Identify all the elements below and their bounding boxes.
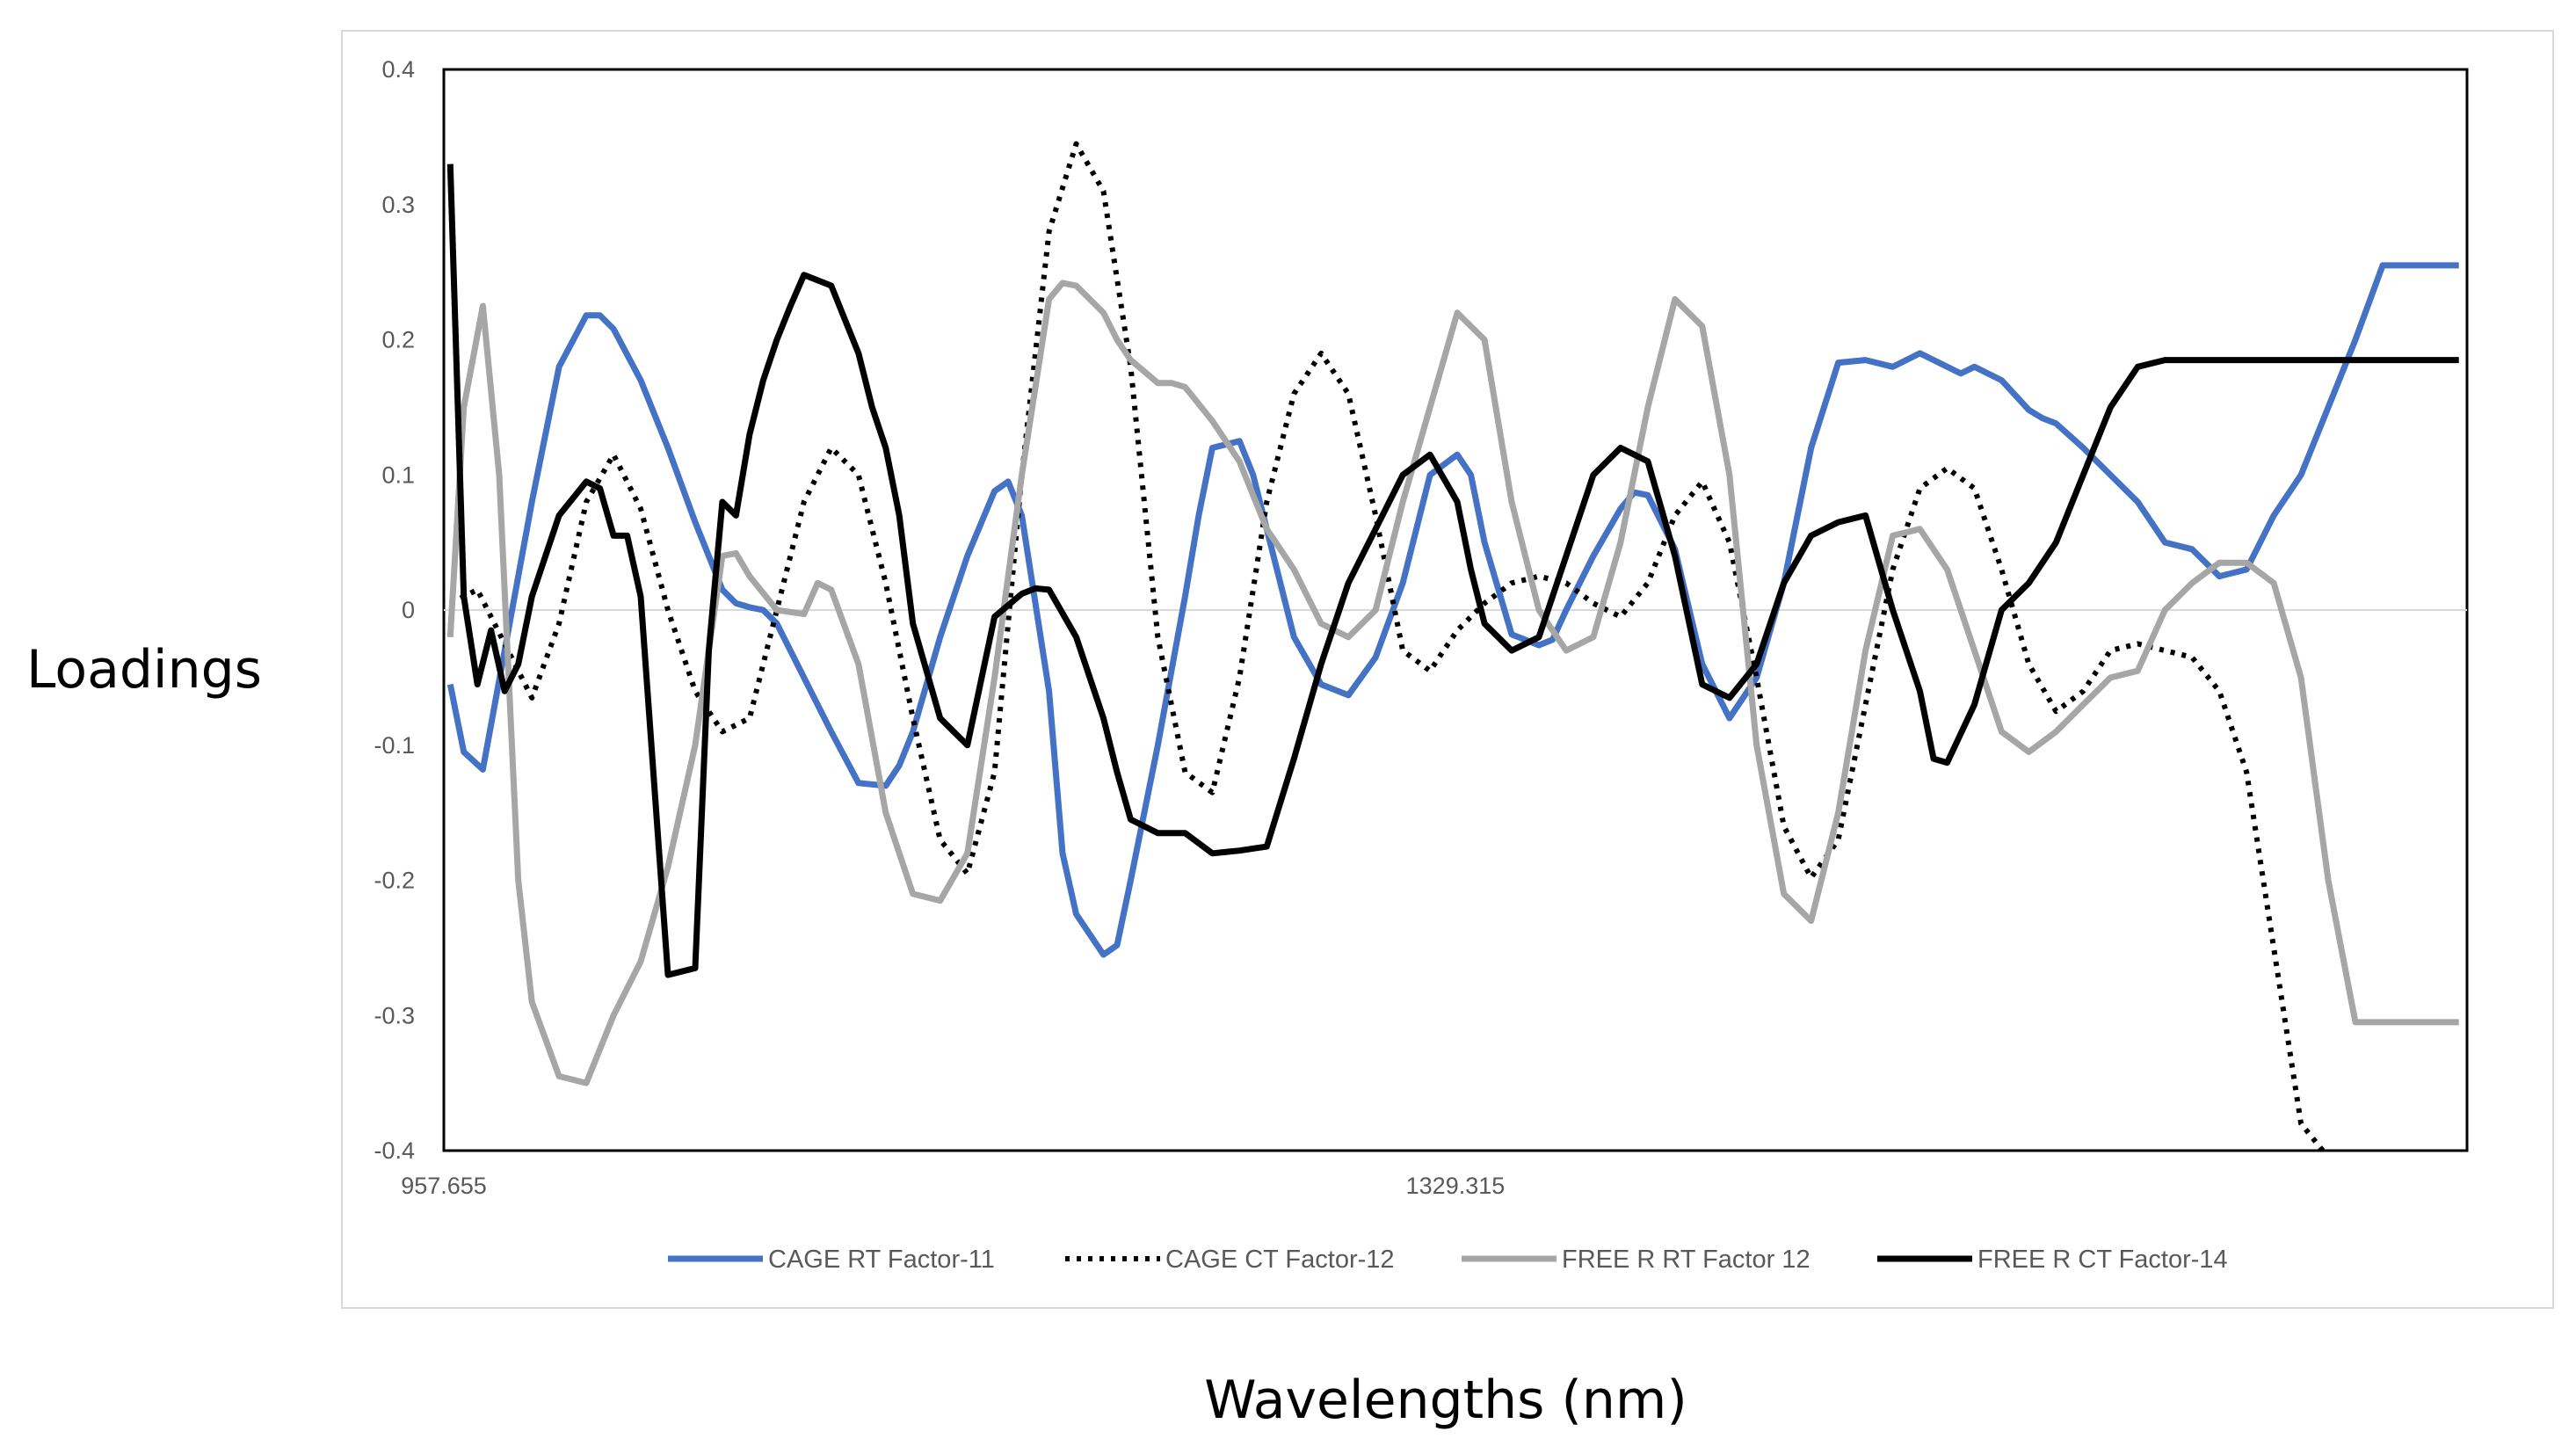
- y-tick-label: -0.4: [374, 1137, 415, 1164]
- chart-area: [341, 30, 2554, 1309]
- series-line: [446, 280, 2459, 1086]
- x-axis-title: Wavelengths (nm): [1204, 1369, 1687, 1431]
- y-axis-ticks: 0.4 0.3 0.2 0.1 0 -0.1 -0.2 -0.3 -0.4: [374, 56, 415, 1164]
- legend-label: CAGE RT Factor-11: [768, 1246, 995, 1274]
- y-tick-label: 0: [402, 597, 415, 623]
- y-axis-title: Loadings: [26, 639, 262, 701]
- legend-label: FREE R RT Factor 12: [1562, 1246, 1810, 1274]
- series-line: [448, 141, 2328, 1152]
- y-tick-label: 0.1: [381, 461, 415, 488]
- legend-label: CAGE CT Factor-12: [1165, 1246, 1395, 1274]
- y-tick-label: -0.3: [374, 1002, 415, 1028]
- series-line: [446, 163, 2459, 978]
- y-tick-label: 0.4: [381, 56, 415, 83]
- series-line: [446, 262, 2459, 958]
- series-layer: [446, 141, 2459, 1152]
- y-tick-label: 0.2: [381, 327, 415, 353]
- y-tick-label: 0.3: [381, 192, 415, 218]
- y-tick-label: -0.2: [374, 868, 415, 894]
- legend-label: FREE R CT Factor-14: [1977, 1246, 2228, 1274]
- x-tick-label: 957.655: [401, 1173, 487, 1199]
- y-tick-label: -0.1: [374, 732, 415, 759]
- legend: CAGE RT Factor-11 CAGE CT Factor-12 FREE R…: [668, 1246, 2228, 1274]
- x-tick-label: 1329.315: [1406, 1173, 1506, 1199]
- x-axis-ticks: 957.655 1329.315: [401, 1173, 1505, 1199]
